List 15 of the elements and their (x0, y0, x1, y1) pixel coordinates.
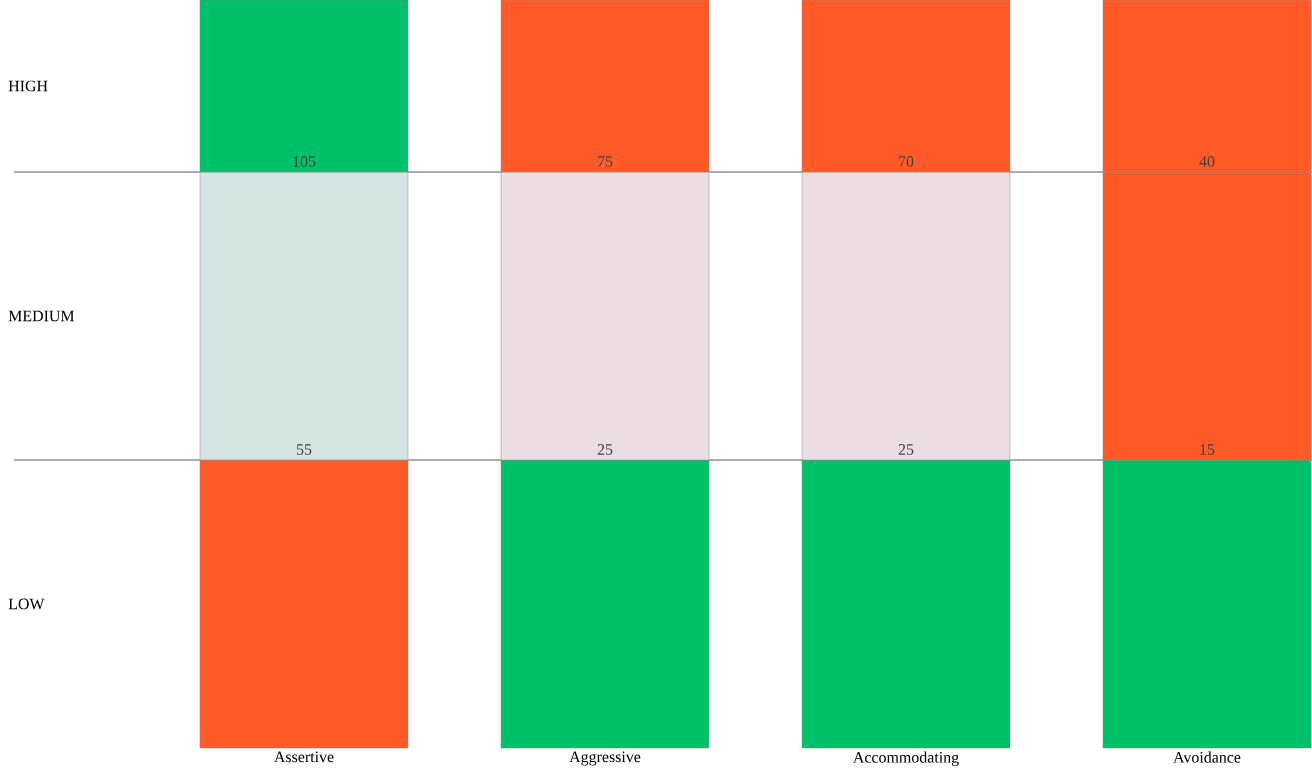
annotation: 105 (293, 156, 316, 167)
annotation: 55 (296, 444, 312, 455)
annotation: 75 (598, 156, 613, 167)
annotation: HIGH (8, 80, 48, 92)
x-tick-label: Assertive (274, 751, 334, 763)
x-tick-label: Avoidance (1173, 751, 1241, 763)
annotation: MEDIUM (8, 310, 75, 322)
annotation: 40 (1199, 156, 1215, 167)
annotation: 25 (898, 444, 914, 455)
annotation: LOW (8, 598, 45, 610)
x-tick-label: Accommodating (853, 751, 959, 767)
annotation: 70 (899, 156, 914, 167)
annotation: 25 (597, 444, 613, 455)
annotation: 15 (1200, 444, 1215, 455)
x-tick-label: Aggressive (569, 751, 641, 766)
